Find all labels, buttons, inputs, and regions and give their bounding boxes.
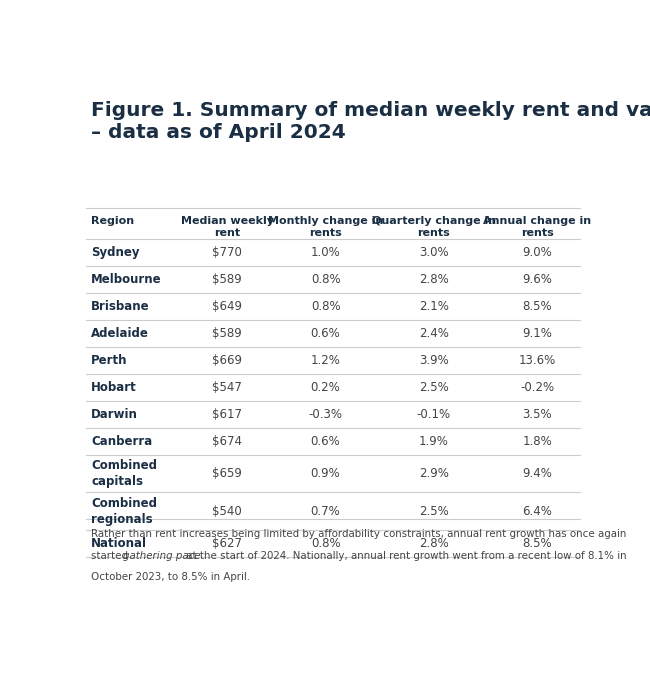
Text: 2.8%: 2.8% — [419, 537, 448, 550]
Text: Canberra: Canberra — [91, 435, 153, 448]
Text: 2.5%: 2.5% — [419, 505, 448, 518]
Text: 9.1%: 9.1% — [522, 327, 552, 340]
Text: 9.6%: 9.6% — [522, 273, 552, 286]
Text: $770: $770 — [213, 246, 242, 259]
Text: 0.6%: 0.6% — [311, 327, 341, 340]
Text: Region: Region — [91, 216, 135, 226]
Text: Annual change in
rents: Annual change in rents — [483, 216, 592, 238]
Text: Hobart: Hobart — [91, 381, 137, 394]
Text: 3.5%: 3.5% — [523, 408, 552, 421]
Text: 9.4%: 9.4% — [522, 467, 552, 481]
Text: 0.8%: 0.8% — [311, 300, 341, 313]
Text: 2.1%: 2.1% — [419, 300, 448, 313]
Text: 0.8%: 0.8% — [311, 537, 341, 550]
Text: 0.9%: 0.9% — [311, 467, 341, 481]
Text: 9.0%: 9.0% — [522, 246, 552, 259]
Text: Adelaide: Adelaide — [91, 327, 150, 340]
Text: Sydney: Sydney — [91, 246, 140, 259]
Text: $669: $669 — [213, 354, 242, 367]
Text: $547: $547 — [213, 381, 242, 394]
Text: 0.7%: 0.7% — [311, 505, 341, 518]
Text: 2.9%: 2.9% — [419, 467, 448, 481]
Text: 8.5%: 8.5% — [523, 300, 552, 313]
Text: Melbourne: Melbourne — [91, 273, 162, 286]
Text: $589: $589 — [213, 273, 242, 286]
Text: National: National — [91, 537, 148, 550]
Text: -0.3%: -0.3% — [309, 408, 343, 421]
Text: 2.5%: 2.5% — [419, 381, 448, 394]
Text: -0.1%: -0.1% — [417, 408, 451, 421]
Text: 3.9%: 3.9% — [419, 354, 448, 367]
Text: 1.2%: 1.2% — [311, 354, 341, 367]
Text: 8.5%: 8.5% — [523, 537, 552, 550]
Text: at the start of 2024. Nationally, annual rent growth went from a recent low of 8: at the start of 2024. Nationally, annual… — [183, 551, 626, 561]
Text: $649: $649 — [213, 300, 242, 313]
Text: Figure 1. Summary of median weekly rent and value change
– data as of April 2024: Figure 1. Summary of median weekly rent … — [91, 100, 650, 142]
Text: October 2023, to 8.5% in April.: October 2023, to 8.5% in April. — [91, 572, 250, 582]
Text: $659: $659 — [213, 467, 242, 481]
Text: gathering pace: gathering pace — [122, 551, 200, 561]
Text: Median weekly
rent: Median weekly rent — [181, 216, 274, 238]
Text: Quarterly change in
rents: Quarterly change in rents — [372, 216, 496, 238]
Text: Combined
capitals: Combined capitals — [91, 459, 157, 488]
Text: $589: $589 — [213, 327, 242, 340]
Text: 1.9%: 1.9% — [419, 435, 448, 448]
Text: 2.8%: 2.8% — [419, 273, 448, 286]
Text: 1.8%: 1.8% — [522, 435, 552, 448]
Text: 6.4%: 6.4% — [522, 505, 552, 518]
Text: 0.8%: 0.8% — [311, 273, 341, 286]
Text: Rather than rent increases being limited by affordability constraints, annual re: Rather than rent increases being limited… — [91, 529, 627, 539]
Text: -0.2%: -0.2% — [520, 381, 554, 394]
Text: started: started — [91, 551, 131, 561]
Text: $674: $674 — [213, 435, 242, 448]
Text: Darwin: Darwin — [91, 408, 138, 421]
Text: 0.2%: 0.2% — [311, 381, 341, 394]
Text: $617: $617 — [213, 408, 242, 421]
Text: 2.4%: 2.4% — [419, 327, 448, 340]
Text: 3.0%: 3.0% — [419, 246, 448, 259]
Text: Brisbane: Brisbane — [91, 300, 150, 313]
Text: Perth: Perth — [91, 354, 128, 367]
Text: 13.6%: 13.6% — [519, 354, 556, 367]
Text: Combined
regionals: Combined regionals — [91, 497, 157, 526]
Text: 0.6%: 0.6% — [311, 435, 341, 448]
Text: 1.0%: 1.0% — [311, 246, 341, 259]
Text: $540: $540 — [213, 505, 242, 518]
Text: Monthly change in
rents: Monthly change in rents — [268, 216, 384, 238]
Text: $627: $627 — [213, 537, 242, 550]
